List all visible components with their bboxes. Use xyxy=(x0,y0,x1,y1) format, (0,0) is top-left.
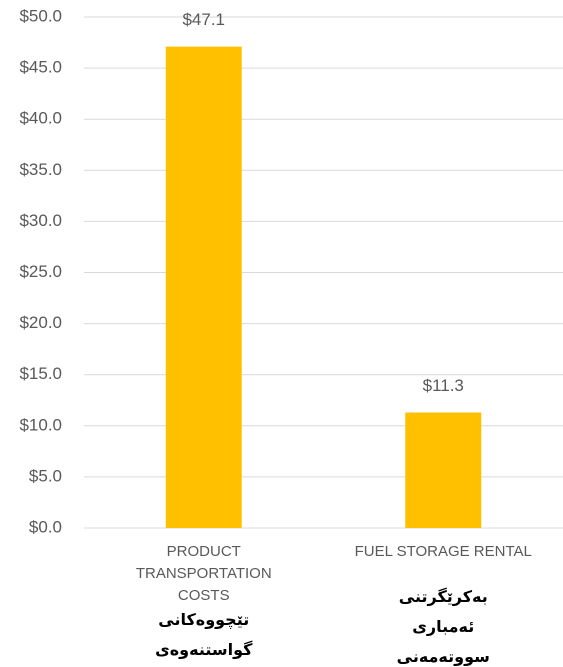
value-label: $47.1 xyxy=(182,10,225,29)
x-tick-label: FUEL STORAGE RENTAL xyxy=(354,543,532,560)
annotation: بەکرێگرتنی ئەمباری سووتەمەنی xyxy=(396,587,490,666)
y-tick-label: $45.0 xyxy=(19,58,62,77)
y-tick-label: $50.0 xyxy=(19,6,62,25)
annotation: تێچووەکانی گواستنەوەی بەرهەمەکان xyxy=(155,610,253,659)
y-tick-label: $20.0 xyxy=(19,313,62,332)
y-tick-label: $25.0 xyxy=(19,262,62,281)
y-tick-label: $10.0 xyxy=(19,415,62,434)
y-tick-label: $30.0 xyxy=(19,211,62,230)
value-label: $11.3 xyxy=(423,376,464,395)
bar xyxy=(165,46,242,528)
y-tick-label: $0.0 xyxy=(29,517,62,536)
y-tick-label: $5.0 xyxy=(29,466,62,485)
y-tick-label: $35.0 xyxy=(19,160,62,179)
y-tick-label: $15.0 xyxy=(19,364,62,383)
x-tick-label: PRODUCT TRANSPORTATION COSTS xyxy=(135,543,272,604)
y-tick-label: $40.0 xyxy=(19,109,62,128)
bar xyxy=(405,412,482,528)
